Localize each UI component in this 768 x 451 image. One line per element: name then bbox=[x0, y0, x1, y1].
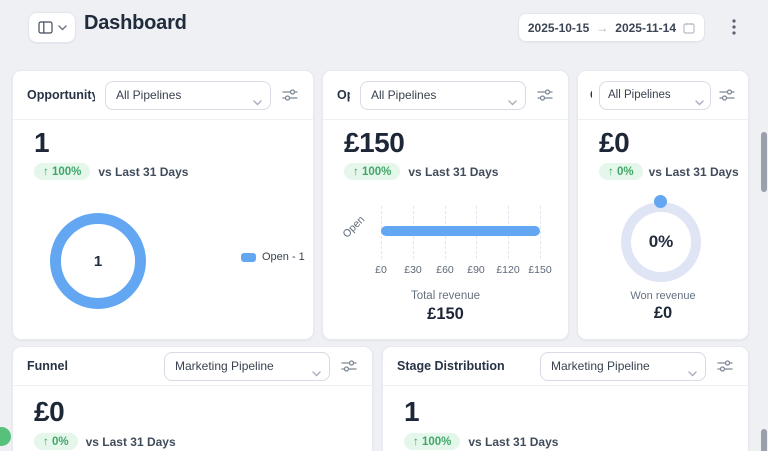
arrow-right-icon: → bbox=[596, 20, 609, 35]
x-tick: £0 bbox=[375, 264, 387, 276]
pipeline-select-value: Marketing Pipeline bbox=[175, 359, 274, 373]
metric-value: 1 bbox=[34, 127, 50, 158]
compare-label: vs Last 31 Days bbox=[85, 434, 176, 449]
chevron-down-icon bbox=[57, 24, 67, 31]
pipeline-select[interactable]: All Pipelines bbox=[599, 80, 711, 111]
metric-value: £150 bbox=[344, 127, 405, 158]
card-header: Funnel Marketing Pipeline bbox=[13, 347, 372, 386]
metric-value: £0 bbox=[34, 396, 65, 427]
delta-badge: ↑ 100% bbox=[344, 163, 401, 180]
chat-widget-bubble[interactable] bbox=[0, 427, 11, 446]
gauge-ring: 0% bbox=[621, 202, 701, 282]
card-title: Convers bbox=[590, 88, 592, 102]
metric-value: 1 bbox=[404, 396, 420, 427]
sliders-icon[interactable] bbox=[536, 86, 554, 104]
x-tick: £90 bbox=[467, 264, 485, 276]
delta-row: ↑ 0% vs Last 31 Days bbox=[34, 433, 176, 450]
delta-row: ↑ 100% vs Last 31 Days bbox=[404, 433, 558, 450]
legend-item-open[interactable]: Open - 1 bbox=[241, 251, 305, 263]
pipeline-select[interactable]: Marketing Pipeline bbox=[164, 351, 330, 382]
sliders-icon[interactable] bbox=[718, 86, 736, 104]
x-tick: £30 bbox=[404, 264, 422, 276]
legend-label: Open - 1 bbox=[262, 251, 305, 263]
card-title: Opportur bbox=[337, 88, 350, 102]
scrollbar-thumb[interactable] bbox=[761, 132, 767, 192]
card-header: Opportunity Status All Pipelines bbox=[13, 71, 313, 120]
card-opportunity-value: Opportur All Pipelines £150 ↑ 100% vs La… bbox=[322, 70, 569, 340]
delta-badge: ↑ 0% bbox=[34, 433, 78, 450]
pipeline-select[interactable]: All Pipelines bbox=[360, 80, 526, 111]
layout-icon bbox=[37, 21, 53, 34]
card-conversion-rate: Convers All Pipelines £0 ↑ 0% vs Last 31… bbox=[577, 70, 749, 340]
date-range-picker[interactable]: 2025-10-15 → 2025-11-14 bbox=[517, 13, 705, 42]
delta-badge: ↑ 0% bbox=[599, 163, 643, 180]
pipeline-select-value: Marketing Pipeline bbox=[551, 359, 650, 373]
legend-swatch bbox=[241, 252, 256, 262]
date-end: 2025-11-14 bbox=[615, 20, 676, 35]
scrollbar-thumb-bottom[interactable] bbox=[761, 429, 767, 451]
card-title: Funnel bbox=[27, 359, 68, 373]
card-opportunity-status: Opportunity Status All Pipelines 1 ↑ 100… bbox=[12, 70, 314, 340]
x-tick: £150 bbox=[528, 264, 552, 276]
card-title: Opportunity Status bbox=[27, 88, 95, 102]
chevron-down-icon bbox=[688, 364, 697, 382]
chart-footer-label: Won revenue bbox=[630, 290, 696, 302]
header: Dashboard 2025-10-15 → 2025-11-14 bbox=[0, 0, 768, 56]
card-header: Stage Distribution Marketing Pipeline bbox=[383, 347, 748, 386]
chevron-down-icon bbox=[508, 93, 517, 111]
pipeline-select[interactable]: All Pipelines bbox=[105, 80, 271, 111]
compare-label: vs Last 31 Days bbox=[468, 434, 559, 449]
card-funnel: Funnel Marketing Pipeline £0 ↑ 0% vs Las… bbox=[12, 346, 373, 451]
chevron-down-icon bbox=[312, 364, 321, 382]
chart-footer-value: £0 bbox=[653, 304, 673, 322]
compare-label: vs Last 31 Days bbox=[408, 164, 499, 179]
y-axis-label: Open bbox=[340, 213, 368, 241]
status-donut-chart: 1 bbox=[50, 213, 146, 309]
delta-row: ↑ 100% vs Last 31 Days bbox=[34, 163, 188, 180]
open-value-bar bbox=[381, 226, 540, 236]
x-tick: £120 bbox=[496, 264, 520, 276]
page-title: Dashboard bbox=[84, 12, 187, 34]
date-start: 2025-10-15 bbox=[527, 20, 590, 35]
delta-row: ↑ 0% vs Last 31 Days bbox=[599, 163, 739, 180]
sliders-icon[interactable] bbox=[281, 86, 299, 104]
pipeline-select-value: All Pipelines bbox=[116, 88, 182, 102]
calendar-icon bbox=[683, 22, 695, 34]
chevron-down-icon bbox=[253, 93, 262, 111]
dashboard-switcher-button[interactable] bbox=[28, 12, 76, 43]
chart-footer-label: Total revenue bbox=[410, 290, 481, 302]
delta-badge: ↑ 100% bbox=[404, 433, 461, 450]
more-options-button[interactable] bbox=[723, 14, 745, 40]
delta-badge: ↑ 100% bbox=[34, 163, 91, 180]
pipeline-select-value: All Pipelines bbox=[608, 89, 671, 101]
compare-label: vs Last 31 Days bbox=[648, 164, 739, 179]
pipeline-select-value: All Pipelines bbox=[371, 88, 437, 102]
pipeline-select[interactable]: Marketing Pipeline bbox=[540, 351, 706, 382]
chart-footer-value: £150 bbox=[427, 305, 464, 323]
card-title: Stage Distribution bbox=[397, 359, 505, 373]
chevron-down-icon bbox=[695, 93, 704, 111]
card-header: Convers All Pipelines bbox=[578, 71, 748, 120]
gridline bbox=[540, 206, 541, 259]
gauge-marker bbox=[654, 195, 667, 208]
sliders-icon[interactable] bbox=[716, 357, 734, 375]
donut-center-label: 1 bbox=[93, 252, 103, 270]
gauge-center-label: 0% bbox=[648, 232, 674, 251]
x-tick: £60 bbox=[436, 264, 454, 276]
metric-value: £0 bbox=[599, 127, 630, 158]
card-header: Opportur All Pipelines bbox=[323, 71, 568, 120]
card-stage-distribution: Stage Distribution Marketing Pipeline 1 … bbox=[382, 346, 749, 451]
sliders-icon[interactable] bbox=[340, 357, 358, 375]
compare-label: vs Last 31 Days bbox=[98, 164, 189, 179]
delta-row: ↑ 100% vs Last 31 Days bbox=[344, 163, 498, 180]
